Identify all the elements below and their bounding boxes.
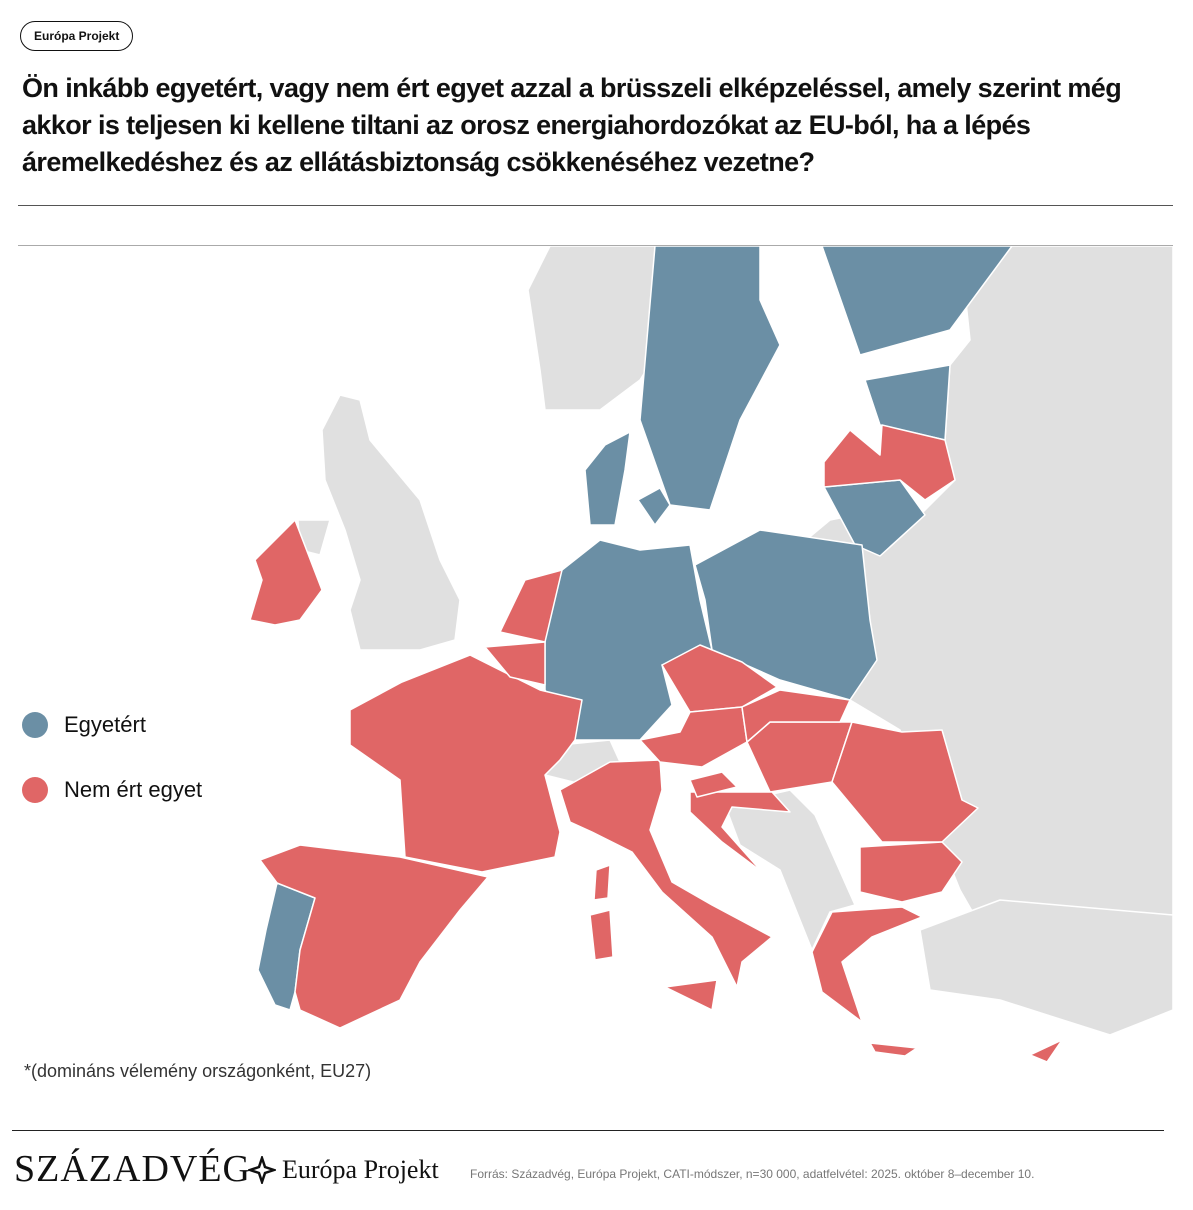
legend-item: Nem ért egyet xyxy=(22,777,202,803)
country xyxy=(349,654,583,873)
divider xyxy=(12,1130,1164,1131)
legend-label: Nem ért egyet xyxy=(64,777,203,802)
country xyxy=(689,791,791,873)
country xyxy=(484,641,546,686)
legend-dot xyxy=(22,712,48,738)
country xyxy=(869,1042,918,1057)
country xyxy=(741,689,851,743)
country xyxy=(689,771,738,798)
country xyxy=(639,246,781,511)
country xyxy=(584,431,631,526)
country xyxy=(637,487,671,526)
country xyxy=(499,569,563,643)
region xyxy=(527,246,666,411)
region xyxy=(919,899,1174,1036)
region xyxy=(724,789,856,951)
logo-icon xyxy=(248,1156,276,1184)
source: Forrás: Századvég, Európa Projekt, CATI-… xyxy=(470,1167,1035,1181)
legend-item: Egyetért xyxy=(22,712,146,738)
divider xyxy=(18,205,1173,206)
country xyxy=(593,864,611,901)
country xyxy=(864,364,951,441)
country xyxy=(811,906,923,1023)
country xyxy=(823,424,956,501)
map xyxy=(249,246,1174,1063)
country xyxy=(559,759,773,988)
logo: SZÁZADVÉG xyxy=(14,1148,251,1190)
tag: Európa Projekt xyxy=(20,21,134,51)
country xyxy=(664,979,718,1011)
country xyxy=(694,529,878,701)
title: Ön inkább egyetért, vagy nem ért egyet a… xyxy=(22,73,1122,177)
country xyxy=(589,909,614,961)
country xyxy=(259,844,489,1029)
region xyxy=(321,394,461,651)
legend-dot xyxy=(22,777,48,803)
country xyxy=(831,721,979,843)
country xyxy=(249,519,323,626)
country xyxy=(859,841,963,903)
logo-text: Európa Projekt xyxy=(282,1155,439,1184)
country xyxy=(821,246,1013,356)
country xyxy=(1029,1039,1063,1063)
note: *(domináns vélemény országonként, EU27) xyxy=(24,1061,372,1081)
legend-label: Egyetért xyxy=(64,712,146,737)
logo: Európa Projekt xyxy=(248,1155,439,1185)
